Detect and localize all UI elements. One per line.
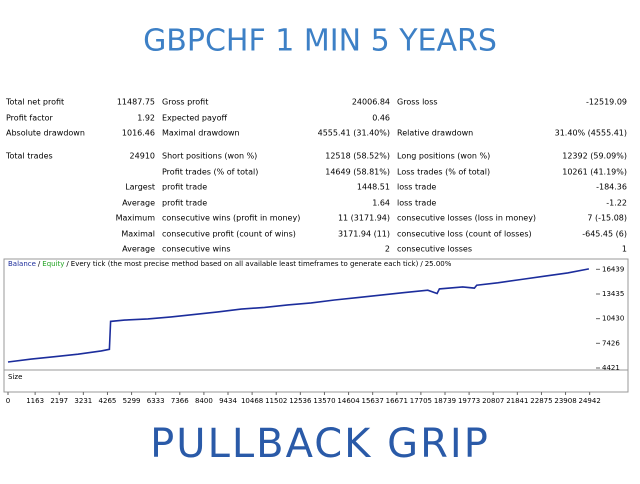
x-tick-label: 2197 <box>50 397 68 405</box>
legend-separator: / <box>66 260 69 268</box>
x-tick-label: 20807 <box>482 397 504 405</box>
table-cell: consecutive profit (count of wins) <box>162 230 296 239</box>
table-cell: Total trades <box>5 152 53 161</box>
table-cell: 10261 (41.19%) <box>562 168 627 177</box>
x-tick-label: 18739 <box>434 397 456 405</box>
table-cell: 3171.94 (11) <box>338 230 390 239</box>
table-cell: consecutive wins (profit in money) <box>162 214 300 223</box>
x-tick-label: 6333 <box>147 397 165 405</box>
x-tick-label: 16671 <box>386 397 408 405</box>
table-cell: Total net profit <box>5 98 64 107</box>
table-cell: 12392 (59.09%) <box>562 152 627 161</box>
x-tick-label: 15637 <box>362 397 384 405</box>
balance-line <box>7 268 590 363</box>
table-cell: -184.36 <box>596 183 627 192</box>
x-tick-label: 4265 <box>99 397 117 405</box>
x-tick-label: 1163 <box>26 397 44 405</box>
table-cell: Expected payoff <box>162 114 227 123</box>
table-cell: 14649 (58.81%) <box>325 168 390 177</box>
legend-separator: / <box>38 260 41 268</box>
x-tick-label: 10468 <box>241 397 263 405</box>
legend-separator: / <box>420 260 423 268</box>
table-cell: profit trade <box>162 199 207 208</box>
table-cell: 2 <box>385 245 390 254</box>
table-cell: 12518 (58.52%) <box>325 152 390 161</box>
x-tick-label: 24942 <box>579 397 601 405</box>
x-tick-label: 14604 <box>337 397 360 405</box>
x-tick-label: 7366 <box>171 397 189 405</box>
x-tick-label: 0 <box>6 397 10 405</box>
table-cell: Absolute drawdown <box>6 129 85 138</box>
table-cell: 11 (3171.94) <box>338 214 390 223</box>
table-cell: Profit trades (% of total) <box>162 168 258 177</box>
x-tick-label: 11502 <box>265 397 287 405</box>
table-cell: consecutive losses (loss in money) <box>397 214 536 223</box>
table-cell: 4555.41 (31.40%) <box>318 129 390 138</box>
size-frame <box>3 369 629 393</box>
table-cell: Gross profit <box>162 98 208 107</box>
table-cell: loss trade <box>397 183 436 192</box>
legend-balance: Balance <box>8 260 36 268</box>
table-cell: 7 (-15.08) <box>587 214 627 223</box>
x-tick-label: 5299 <box>123 397 141 405</box>
table-cell: 0.46 <box>372 114 390 123</box>
table-cell: -645.45 (6) <box>582 230 627 239</box>
report-title: GBPCHF 1 MIN 5 YEARS <box>143 24 497 59</box>
y-tick-label: 7426 <box>602 339 620 347</box>
x-tick-label: 3231 <box>74 397 92 405</box>
table-cell: 31.40% (4555.41) <box>555 129 627 138</box>
table-cell: Maximal <box>121 230 155 239</box>
x-tick-label: 9434 <box>219 397 237 405</box>
table-cell: consecutive losses <box>397 245 472 254</box>
legend-spread: 25.00% <box>425 260 452 268</box>
x-tick-label: 22875 <box>530 397 552 405</box>
y-tick-label: 16439 <box>602 265 624 273</box>
table-cell: Maximum <box>116 214 156 223</box>
table-cell: 1.92 <box>137 114 155 123</box>
table-cell: -1.22 <box>606 199 627 208</box>
size-label: Size <box>8 373 22 381</box>
x-tick-label: 19773 <box>458 397 480 405</box>
table-cell: 1016.46 <box>122 129 155 138</box>
table-cell: Average <box>122 245 155 254</box>
legend-model: Every tick (the most precise method base… <box>71 260 419 268</box>
y-tick-label: 10430 <box>602 315 624 323</box>
table-cell: profit trade <box>162 183 207 192</box>
legend: Balance / Equity / Every tick (the most prec… <box>8 260 452 268</box>
table-cell: Profit factor <box>6 114 54 123</box>
table-cell: 24006.84 <box>352 98 390 107</box>
table-cell: consecutive wins <box>162 245 230 254</box>
table-cell: Long positions (won %) <box>397 152 490 161</box>
table-cell: Short positions (won %) <box>162 152 257 161</box>
table-cell: Maximal drawdown <box>162 129 240 138</box>
table-cell: Relative drawdown <box>397 129 473 138</box>
x-tick-label: 8400 <box>195 397 213 405</box>
table-cell: consecutive loss (count of losses) <box>397 230 532 239</box>
table-cell: 1 <box>622 245 627 254</box>
table-cell: loss trade <box>397 199 436 208</box>
y-tick-label: 13435 <box>602 290 624 298</box>
y-tick-label: 4421 <box>602 364 620 372</box>
legend-equity: Equity <box>42 260 64 268</box>
table-cell: Gross loss <box>397 98 438 107</box>
table-cell: 1448.51 <box>357 183 390 192</box>
x-tick-label: 13570 <box>313 397 335 405</box>
table-cell: 11487.75 <box>117 98 155 107</box>
table-cell: Largest <box>125 183 155 192</box>
table-cell: -12519.09 <box>586 98 627 107</box>
x-tick-label: 21841 <box>506 397 528 405</box>
footer-title: PULLBACK GRIP <box>150 421 490 467</box>
table-cell: Loss trades (% of total) <box>397 168 490 177</box>
table-cell: 24910 <box>130 152 155 161</box>
table-cell: 1.64 <box>372 199 390 208</box>
x-tick-label: 17705 <box>410 397 432 405</box>
chart-frame <box>3 258 629 371</box>
x-tick-label: 23908 <box>554 397 576 405</box>
x-tick-label: 12536 <box>289 397 312 405</box>
table-cell: Average <box>122 199 155 208</box>
